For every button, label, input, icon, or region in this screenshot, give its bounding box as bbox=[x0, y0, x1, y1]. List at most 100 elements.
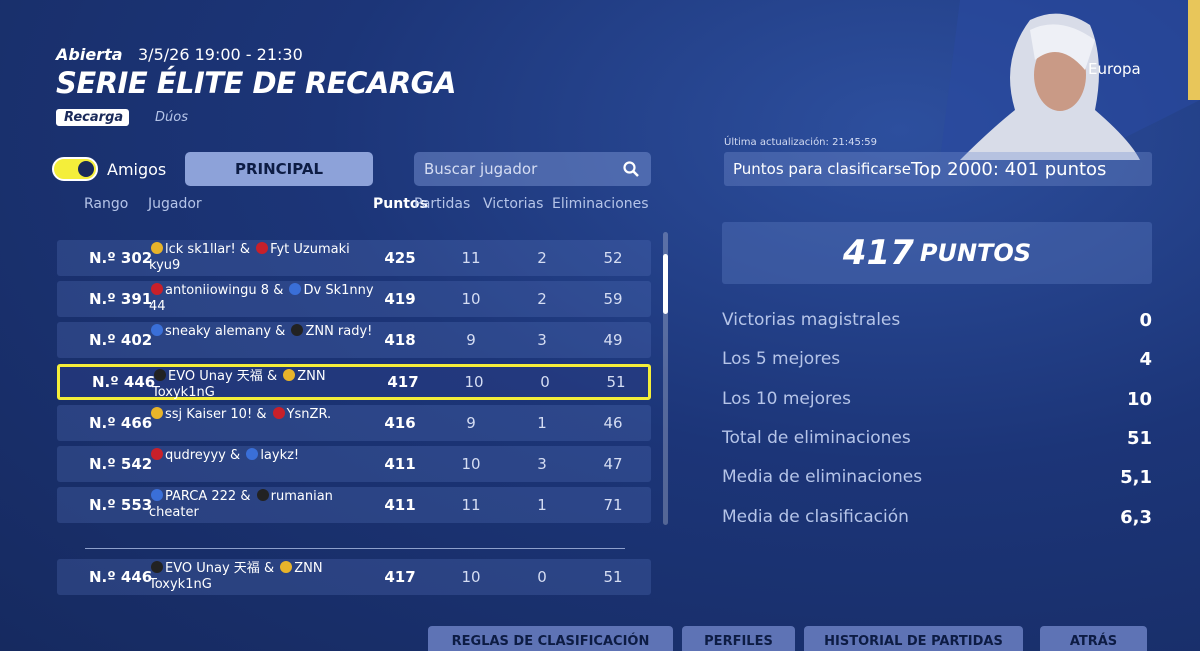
points: 417 bbox=[384, 568, 416, 586]
stat-label: Los 10 mejores bbox=[722, 388, 851, 409]
rank: N.º 542 bbox=[89, 455, 153, 473]
player-names: EVO Unay 天福 & ZNN Toxyk1nG bbox=[152, 367, 382, 400]
wins: 3 bbox=[537, 331, 547, 350]
player: ZNN Toxyk1nG bbox=[152, 368, 326, 400]
player-names: ssj Kaiser 10! & YsnZR. bbox=[149, 405, 379, 441]
column-header: Victorias bbox=[483, 196, 544, 212]
toggle-label: Amigos bbox=[107, 160, 167, 179]
stat: Total de eliminaciones 51 bbox=[722, 428, 1152, 449]
player: sneaky alemany bbox=[165, 324, 272, 340]
matches: 10 bbox=[461, 568, 481, 586]
separator: & bbox=[273, 283, 284, 299]
tab[interactable]: PRINCIPAL bbox=[185, 152, 373, 186]
player: antoniiowingu 8 bbox=[165, 283, 270, 299]
button[interactable]: REGLAS DE CLASIFICACIÓN bbox=[428, 626, 673, 651]
wins: 3 bbox=[537, 455, 547, 473]
row[interactable]: N.º 542 qudreyyy & laykz! 411 10 3 47 bbox=[57, 446, 651, 482]
search[interactable]: Buscar jugador bbox=[414, 152, 651, 186]
player: ssj Kaiser 10! bbox=[165, 406, 253, 422]
player: Fyt Uzumaki kyu9 bbox=[149, 242, 350, 273]
flag bbox=[151, 283, 163, 296]
matches: 11 bbox=[461, 496, 481, 515]
row[interactable]: N.º 446 EVO Unay 天福 & ZNN Toxyk1nG 417 10 0… bbox=[57, 363, 651, 400]
rank: N.º 402 bbox=[89, 331, 153, 350]
column-header: Partidas bbox=[414, 196, 471, 212]
wins: 1 bbox=[537, 413, 547, 432]
column-header: Jugador bbox=[148, 196, 202, 212]
player-names: EVO Unay 天福 & ZNN Toxyk1nG bbox=[149, 559, 379, 595]
flag bbox=[256, 489, 269, 502]
score: 417 PUNTOS bbox=[722, 222, 1152, 284]
points: 419 bbox=[384, 290, 416, 309]
column-header: Rango bbox=[84, 196, 129, 212]
last-update: Última actualización: 21:45:59 bbox=[724, 137, 877, 148]
matches: 10 bbox=[464, 372, 484, 391]
row[interactable]: N.º 446 EVO Unay 天福 & ZNN Toxyk1nG 417 10 0… bbox=[57, 559, 651, 595]
toggle[interactable] bbox=[52, 157, 98, 181]
stat: Media de eliminaciones 5,1 bbox=[722, 467, 1152, 488]
elims: 47 bbox=[603, 455, 623, 473]
stat: Media de clasificación 6,3 bbox=[722, 507, 1152, 528]
points: 411 bbox=[384, 496, 416, 515]
flag bbox=[151, 489, 163, 502]
scrollbar[interactable] bbox=[663, 232, 668, 525]
divider bbox=[85, 548, 625, 549]
search-placeholder: Buscar jugador bbox=[424, 160, 538, 178]
flag bbox=[256, 242, 269, 254]
rank: N.º 466 bbox=[89, 413, 153, 432]
stat: Victorias magistrales 0 bbox=[722, 310, 1152, 331]
player: qudreyyy bbox=[165, 448, 226, 463]
row[interactable]: N.º 466 ssj Kaiser 10! & YsnZR. 416 9 1 46 bbox=[57, 404, 651, 441]
flag bbox=[291, 324, 304, 337]
points: 418 bbox=[384, 331, 416, 350]
flag bbox=[151, 324, 163, 337]
player: PARCA 222 bbox=[165, 489, 237, 505]
flag bbox=[151, 242, 163, 254]
separator: & bbox=[239, 242, 251, 257]
rank: N.º 446 bbox=[89, 568, 153, 586]
qualify-value: Top 2000: 401 puntos bbox=[910, 158, 1107, 180]
separator: & bbox=[230, 448, 241, 463]
points: 425 bbox=[384, 249, 416, 267]
button[interactable]: ATRÁS bbox=[1040, 626, 1147, 651]
wins: 0 bbox=[537, 568, 547, 586]
separator: & bbox=[263, 561, 275, 576]
flag bbox=[289, 283, 302, 296]
team: Dúos bbox=[155, 110, 188, 125]
stat-label: Media de eliminaciones bbox=[722, 467, 923, 488]
player: lck sk1llar! bbox=[165, 242, 236, 257]
row[interactable]: N.º 402 sneaky alemany & ZNN rady! 418 9 3 4… bbox=[57, 322, 651, 359]
stat-value: 4 bbox=[1139, 349, 1152, 371]
button[interactable]: HISTORIAL DE PARTIDAS bbox=[804, 626, 1023, 651]
mode: Recarga bbox=[64, 110, 124, 125]
separator: & bbox=[240, 489, 251, 505]
player: ZNN Toxyk1nG bbox=[149, 561, 323, 592]
matches: 10 bbox=[461, 455, 481, 473]
stat-label: Media de clasificación bbox=[722, 506, 909, 527]
player: ZNN rady! bbox=[305, 324, 373, 340]
wins: 2 bbox=[537, 290, 547, 309]
elims: 49 bbox=[603, 331, 623, 350]
elims: 51 bbox=[603, 568, 623, 586]
points: 411 bbox=[384, 455, 416, 473]
player-names: qudreyyy & laykz! bbox=[149, 446, 379, 482]
row[interactable]: N.º 302 lck sk1llar! & Fyt Uzumaki kyu9 4… bbox=[57, 240, 651, 276]
separator: & bbox=[266, 368, 278, 384]
rank: N.º 446 bbox=[92, 372, 156, 391]
flag bbox=[154, 368, 166, 381]
player-names: sneaky alemany & ZNN rady! bbox=[149, 322, 379, 358]
elims: 51 bbox=[606, 372, 626, 391]
button[interactable]: PERFILES bbox=[682, 626, 795, 651]
row[interactable]: N.º 553 PARCA 222 & rumanian cheater 411 1… bbox=[57, 487, 651, 524]
elims: 71 bbox=[603, 496, 623, 515]
score-value: 417 bbox=[842, 233, 914, 273]
matches: 10 bbox=[461, 290, 481, 309]
flag bbox=[280, 561, 293, 573]
row[interactable]: N.º 391 antoniiowingu 8 & Dv Sk1nny 44 41… bbox=[57, 281, 651, 318]
status: Abierta bbox=[56, 45, 123, 64]
flag bbox=[283, 368, 296, 381]
stat-value: 0 bbox=[1139, 310, 1152, 331]
elims: 59 bbox=[603, 290, 623, 309]
wins: 0 bbox=[540, 372, 550, 391]
